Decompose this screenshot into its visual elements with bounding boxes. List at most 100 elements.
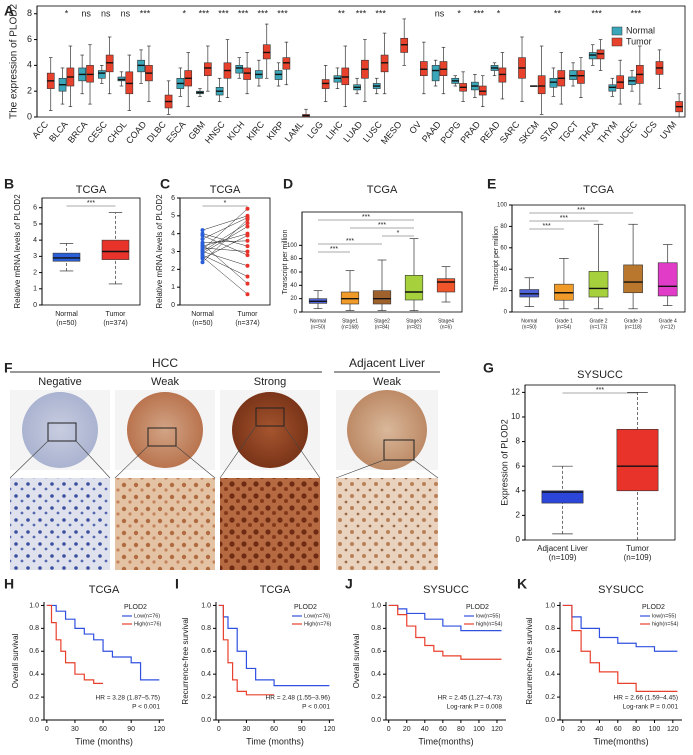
y-tick-label: 3 [171, 248, 175, 255]
sig-label: * [65, 8, 69, 18]
plot-frame [41, 197, 141, 306]
x-tick-label: 0 [561, 726, 565, 733]
pair-point [245, 263, 250, 268]
x-tick-label: CESC [85, 119, 109, 145]
y-tick-label: 1.0 [201, 602, 211, 609]
pair-line [202, 235, 248, 259]
x-tick-note: (n=12) [660, 324, 675, 330]
y-tick-label: 2 [27, 86, 32, 96]
y-tick-label: 2 [33, 269, 37, 276]
sig-label: ns [81, 8, 91, 18]
y-tick-label: 0.6 [201, 648, 211, 655]
x-tick-label: KICH [225, 119, 246, 142]
box [577, 70, 585, 84]
x-tick-label: 60 [614, 726, 622, 733]
ihc-zoom [10, 478, 110, 570]
x-tick-note: (n=50) [311, 324, 326, 330]
stain-label: Weak [373, 376, 401, 388]
chart-title: SYSUCC [598, 584, 644, 596]
panel-label: H [4, 576, 14, 592]
x-tick-label: 40 [421, 726, 429, 733]
panel-label: I [175, 576, 179, 592]
pair-point [245, 213, 250, 218]
y-tick-label: 100 [287, 243, 298, 249]
pair-line [202, 240, 248, 243]
survival-curve [562, 604, 678, 652]
sig-label: *** [277, 8, 288, 18]
x-tick-label: 20 [403, 726, 411, 733]
y-tick-label: 4 [27, 60, 32, 70]
x-tick-label: Tumor [238, 311, 259, 318]
chart-title: SYSUCC [423, 584, 469, 596]
x-tick-label: DLBC [145, 119, 168, 144]
plot-frame [511, 204, 686, 313]
sig-label: ns [435, 8, 445, 18]
zoom-box [383, 439, 415, 461]
chart-title: TCGA [583, 184, 614, 196]
zoom-line [335, 459, 385, 479]
x-tick-label: 120 [491, 726, 503, 733]
x-tick-label: 30 [71, 726, 79, 733]
sig-label: ns [101, 8, 111, 18]
pair-point [200, 260, 205, 265]
x-tick-label: HNSC [203, 119, 227, 145]
stain-label: Weak [151, 376, 179, 388]
pair-point [245, 292, 250, 297]
x-tick-label: Adjacent Liver [537, 544, 588, 553]
box [436, 278, 456, 293]
legend-label: low(n=55) [652, 613, 676, 619]
y-tick-label: 80 [500, 224, 507, 230]
x-tick-note: (n=374) [103, 320, 127, 327]
y-axis-label: Overall survival [11, 633, 20, 688]
box [372, 290, 392, 305]
annotation: HR = 2.48 (1.55–3.96) [266, 695, 331, 702]
x-tick-label: Stage3 [406, 318, 422, 324]
pair-line [202, 222, 248, 252]
x-tick-note: (n=118) [625, 324, 642, 330]
y-tick-label: 60 [290, 270, 297, 276]
y-tick-label: 40 [500, 267, 507, 273]
annotation: HR = 2.66 (1.59–4.45) [614, 695, 679, 702]
plot-frame [301, 211, 463, 313]
x-tick-label: 100 [649, 726, 661, 733]
pair-point [200, 249, 205, 254]
y-axis-label: Relative mRNA levels of PLOD2 [13, 194, 22, 309]
y-tick-label: 6 [171, 195, 175, 202]
legend-swatch [611, 37, 623, 47]
x-tick-label: 20 [577, 726, 585, 733]
pair-point [245, 238, 250, 243]
x-tick-label: 60 [99, 726, 107, 733]
sig-label: ** [554, 8, 562, 18]
zoom-line [75, 440, 111, 479]
pair-line [202, 244, 248, 284]
sig-label: *** [631, 8, 642, 18]
tissue-core [22, 392, 98, 468]
x-tick-label: MESO [379, 119, 404, 146]
box [588, 271, 609, 298]
legend-title: PLOD2 [294, 604, 317, 611]
panel-label: B [4, 176, 14, 192]
y-tick-label: 60 [500, 245, 507, 251]
sig-label: * [224, 200, 227, 207]
y-axis-label: The expression of PLOD2 [9, 4, 20, 119]
x-tick-label: 120 [667, 726, 679, 733]
x-tick-label: COAD [124, 119, 149, 146]
x-tick-label: LGG [305, 119, 325, 140]
survival-curve [218, 604, 275, 696]
x-tick-label: LAML [283, 119, 306, 143]
x-tick-label: Tumor [626, 544, 649, 553]
x-tick-label: STAD [538, 119, 561, 144]
x-tick-label: 80 [457, 726, 465, 733]
pair-line [202, 247, 248, 252]
sig-label: *** [87, 200, 95, 207]
x-tick-label: PRAD [458, 119, 482, 145]
legend-title: PLOD2 [642, 604, 665, 611]
y-tick-label: 0.4 [545, 671, 555, 678]
zoom-line [413, 459, 439, 479]
sig-label: * [457, 8, 461, 18]
legend-label: Normal [626, 25, 655, 35]
y-tick-label: 80 [290, 256, 297, 262]
survival-curve [46, 604, 104, 684]
box [235, 65, 244, 74]
x-tick-label: 0 [387, 726, 391, 733]
